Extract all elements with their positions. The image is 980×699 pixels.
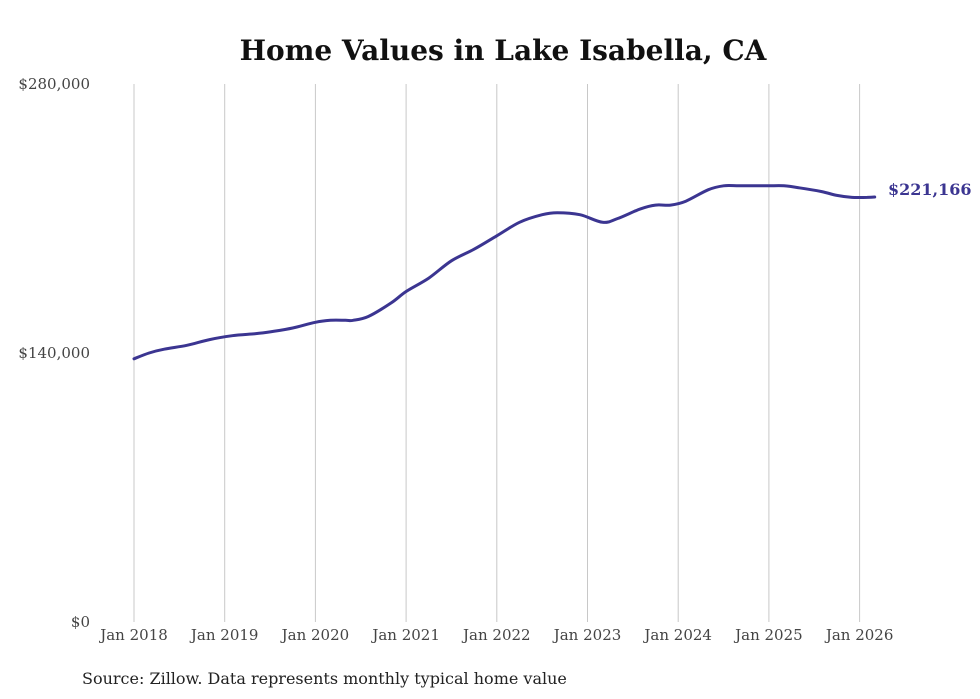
x-tick-label: Jan 2023 — [552, 626, 622, 644]
x-tick-label: Jan 2024 — [642, 626, 712, 644]
chart-title: Home Values in Lake Isabella, CA — [240, 34, 768, 67]
x-tick-label: Jan 2020 — [280, 626, 350, 644]
x-tick-label: Jan 2026 — [824, 626, 894, 644]
x-tick-label: Jan 2018 — [98, 626, 168, 644]
y-axis-ticks: $0 $140,000 $280,000 — [18, 75, 90, 631]
y-tick-label: $280,000 — [18, 75, 90, 93]
series-layer — [132, 184, 877, 361]
x-tick-label: Jan 2021 — [370, 626, 440, 644]
y-tick-label: $0 — [71, 613, 90, 631]
x-tick-label: Jan 2025 — [733, 626, 803, 644]
x-tick-label: Jan 2022 — [461, 626, 531, 644]
x-tick-label: Jan 2019 — [189, 626, 259, 644]
end-value-label: $221,166 — [888, 180, 972, 199]
series-line-0 — [132, 184, 877, 361]
source-note: Source: Zillow. Data represents monthly … — [82, 669, 567, 688]
y-tick-label: $140,000 — [18, 344, 90, 362]
x-axis-ticks: Jan 2018 Jan 2019 Jan 2020 Jan 2021 Jan 2022… — [98, 626, 893, 644]
grid-lines — [133, 84, 861, 622]
